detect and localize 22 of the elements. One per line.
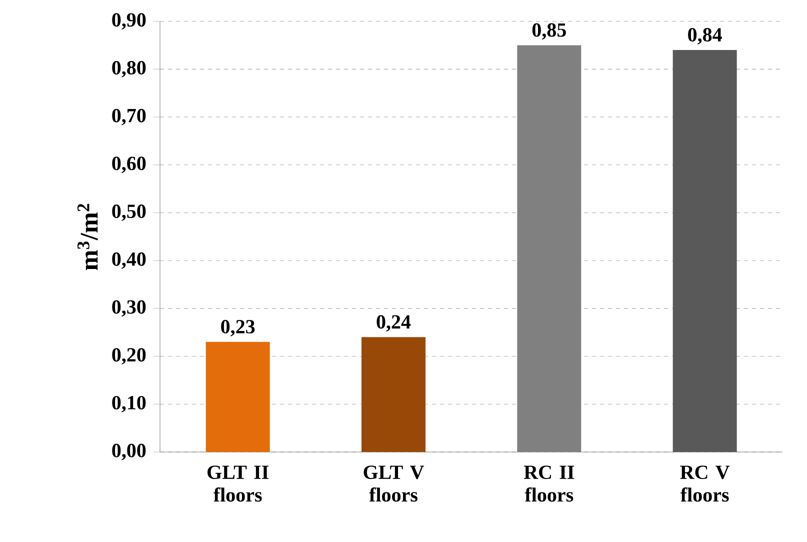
- y-tick-label: 0,50: [112, 204, 146, 221]
- data-label: 0,84: [688, 28, 722, 44]
- y-tick-label: 0,80: [112, 60, 146, 78]
- x-tick-label: GLT II floors: [208, 466, 268, 502]
- bar: [206, 342, 270, 452]
- x-tick-label: GLT V floors: [364, 466, 424, 502]
- bar: [362, 337, 426, 452]
- y-tick-label: 0,30: [112, 300, 146, 317]
- y-tick-label: 0,60: [112, 156, 146, 174]
- x-tick-label: RC II floors: [524, 466, 574, 502]
- y-tick-label: 0,70: [112, 108, 146, 126]
- data-label: 0,23: [221, 320, 255, 336]
- x-tick-label: RC V floors: [680, 466, 730, 502]
- y-tick-label: 0,20: [112, 348, 146, 364]
- y-tick-label: 0,40: [112, 252, 146, 269]
- bar: [672, 50, 737, 452]
- y-tick-label: 0,10: [112, 396, 146, 412]
- data-label: 0,85: [532, 23, 566, 40]
- y-tick-label: 0,90: [112, 13, 146, 30]
- data-label: 0,24: [376, 315, 411, 332]
- y-tick-label: 0,00: [112, 444, 146, 460]
- y-axis-title: m$^{3}$/m$^{2}$: [77, 204, 98, 270]
